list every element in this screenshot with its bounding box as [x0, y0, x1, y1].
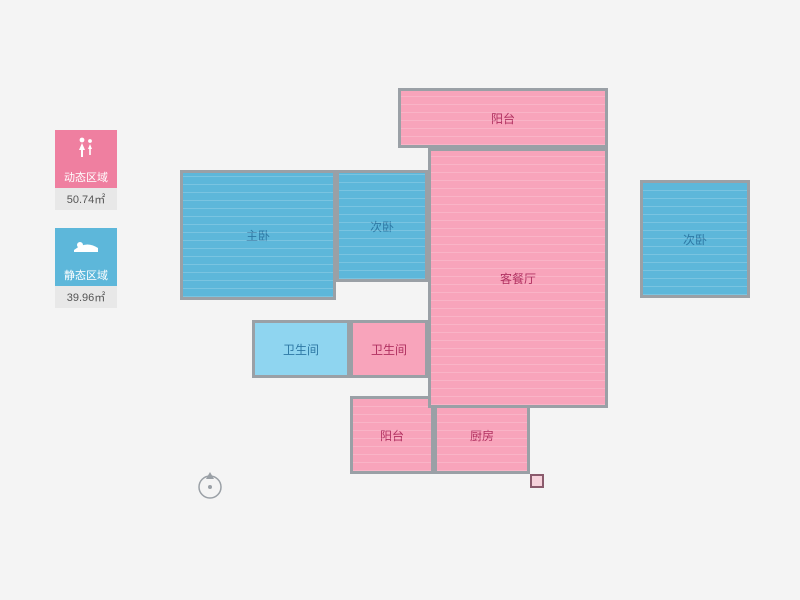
people-icon [73, 135, 99, 161]
legend-dynamic-color [55, 130, 117, 166]
compass-icon [195, 470, 225, 500]
room-bath-1: 卫生间 [252, 320, 350, 378]
room-label: 卫生间 [283, 341, 319, 358]
room-ldk: 客餐厅 [428, 148, 608, 408]
legend-static-value: 39.96㎡ [55, 286, 117, 308]
room-balcony-top: 阳台 [398, 88, 608, 148]
room-label: 次卧 [683, 231, 707, 248]
sleep-icon [72, 236, 100, 256]
legend-dynamic-label: 动态区域 [55, 166, 117, 188]
door-marker [530, 474, 544, 488]
legend-static: 静态区域 39.96㎡ [55, 228, 117, 308]
room-master-bed: 主卧 [180, 170, 336, 300]
room-balcony-bot: 阳台 [350, 396, 434, 474]
legend-static-color [55, 228, 117, 264]
room-label: 主卧 [246, 227, 270, 244]
room-label: 阳台 [491, 110, 515, 127]
room-second-bed-1: 次卧 [336, 170, 428, 282]
room-label: 厨房 [470, 427, 494, 444]
room-label: 客餐厅 [500, 270, 536, 287]
room-label: 卫生间 [371, 341, 407, 358]
legend-dynamic: 动态区域 50.74㎡ [55, 130, 117, 210]
room-bath-2: 卫生间 [350, 320, 428, 378]
room-label: 阳台 [380, 427, 404, 444]
legend-static-label: 静态区域 [55, 264, 117, 286]
floorplan-canvas: 动态区域 50.74㎡ 静态区域 39.96㎡ 厨房阳台卫生间卫生间次卧客餐厅次… [0, 0, 800, 600]
floor-plan: 厨房阳台卫生间卫生间次卧客餐厅次卧主卧阳台 [180, 88, 776, 502]
legend-dynamic-value: 50.74㎡ [55, 188, 117, 210]
room-second-bed-2: 次卧 [640, 180, 750, 298]
room-label: 次卧 [370, 218, 394, 235]
